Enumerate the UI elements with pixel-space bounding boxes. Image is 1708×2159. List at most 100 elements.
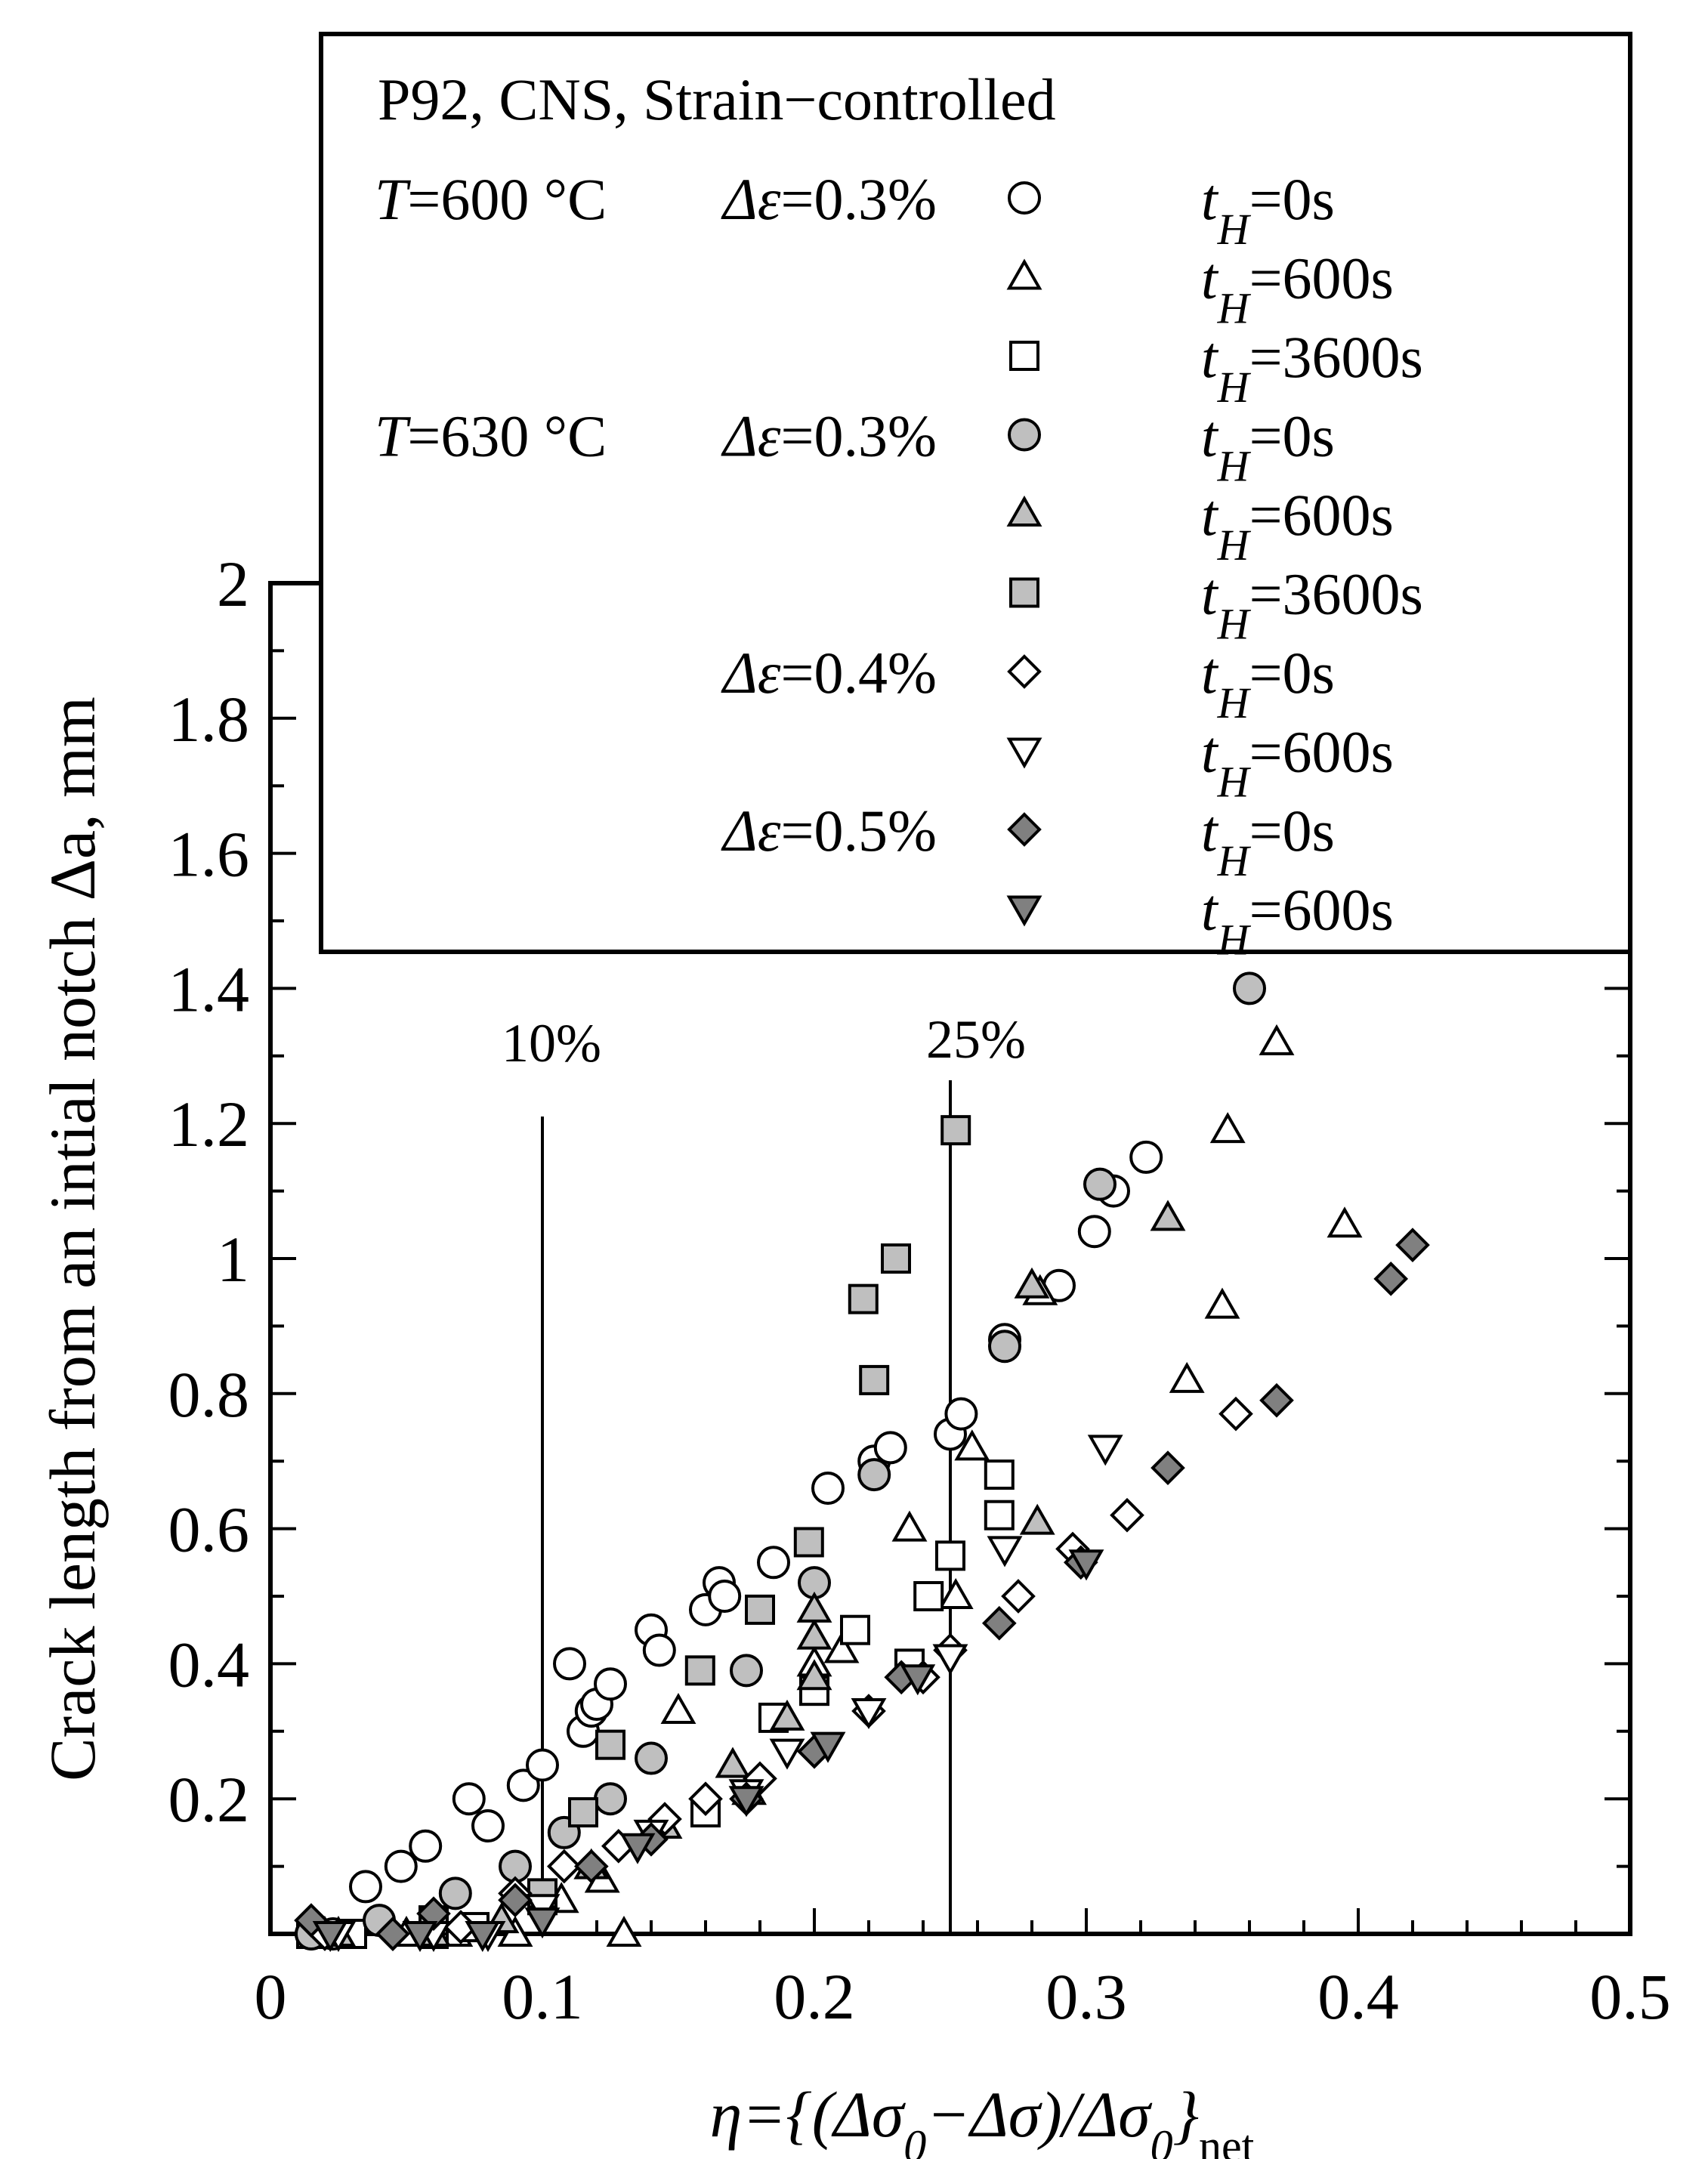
data-points — [294, 971, 1430, 1953]
data-point — [913, 1581, 944, 1611]
data-point — [506, 1768, 540, 1802]
data-point — [935, 1540, 965, 1571]
legend-temperature: T=630 °C — [375, 403, 607, 469]
data-point — [1150, 1200, 1186, 1231]
legend-hold-label: tH=0s — [1201, 640, 1335, 727]
y-tick-label: 0.4 — [168, 1628, 250, 1700]
data-point — [1204, 1287, 1240, 1319]
data-point — [594, 1667, 627, 1701]
legend-marker — [1009, 577, 1039, 608]
data-point — [1077, 1215, 1111, 1249]
vertical-line-label: 10% — [502, 1013, 601, 1073]
data-point — [769, 1699, 805, 1731]
legend-hold-label: tH=600s — [1201, 482, 1394, 570]
data-point — [728, 1786, 764, 1818]
data-point — [619, 1833, 656, 1864]
data-point — [526, 1748, 559, 1782]
y-tick-label: 1.8 — [168, 683, 250, 755]
data-point — [452, 1782, 486, 1816]
data-point — [796, 1591, 832, 1623]
data-point — [642, 1633, 676, 1667]
data-point — [745, 1594, 775, 1625]
x-tick-label: 0 — [255, 1960, 287, 2033]
data-point — [1218, 1396, 1253, 1432]
legend-strain: Δε=0.3% — [721, 166, 937, 232]
data-point — [1001, 1579, 1036, 1614]
legend-hold-label: tH=600s — [1201, 877, 1394, 965]
legend-marker — [1007, 812, 1042, 847]
x-tick-label: 0.5 — [1589, 1960, 1671, 2033]
data-point — [1233, 971, 1266, 1005]
legend-hold-label: tH=0s — [1201, 403, 1335, 491]
data-point — [409, 1829, 443, 1863]
data-point — [769, 1738, 805, 1770]
y-tick-label: 2 — [217, 548, 249, 620]
x-tick-label: 0.4 — [1317, 1960, 1399, 2033]
legend-marker — [1006, 895, 1042, 927]
data-point — [859, 1364, 890, 1395]
data-point — [987, 1536, 1023, 1568]
data-point — [1395, 1228, 1430, 1262]
data-point — [1083, 1167, 1117, 1201]
legend-marker — [1009, 341, 1039, 371]
x-tick-label: 0.2 — [774, 1960, 855, 2033]
series-3 — [295, 971, 1266, 1951]
data-point — [840, 1614, 870, 1645]
y-tick-label: 0.8 — [168, 1358, 250, 1431]
data-point — [684, 1655, 715, 1686]
data-point — [715, 1747, 751, 1778]
data-point — [568, 1797, 598, 1828]
data-point — [1259, 1382, 1294, 1418]
legend-marker — [1008, 181, 1041, 215]
axis-tick-labels: 0 0.1 0.2 0.3 0.4 0.5 0.2 0.4 0.6 0.8 1 1.2 1.4 1.6 1.… — [168, 548, 1671, 2033]
series-4 — [320, 1200, 1186, 1947]
y-tick-label: 0.6 — [168, 1493, 250, 1566]
data-point — [1014, 1267, 1050, 1299]
data-point — [796, 1659, 832, 1691]
vertical-reference-lines: 10% 25% — [502, 1009, 1026, 1934]
data-point — [1169, 1361, 1205, 1393]
data-point — [851, 1697, 887, 1730]
vertical-line-label: 25% — [926, 1009, 1026, 1070]
legend-title: P92, CNS, Strain−controlled — [378, 66, 1056, 132]
legend-strain: Δε=0.3% — [721, 403, 937, 469]
legend-temperature: T=600 °C — [375, 166, 607, 232]
data-point — [984, 1459, 1015, 1490]
data-point — [595, 1729, 625, 1760]
series-9 — [312, 1549, 1104, 1953]
data-point — [708, 1580, 742, 1613]
data-point — [498, 1883, 533, 1918]
data-point — [1019, 1503, 1055, 1535]
data-point — [937, 1577, 974, 1609]
data-point — [688, 1781, 723, 1817]
legend-marker — [1006, 258, 1042, 290]
data-point — [881, 1243, 911, 1274]
legend-strain: Δε=0.4% — [721, 640, 937, 706]
data-point — [796, 1618, 832, 1650]
data-point — [349, 1870, 382, 1904]
series-0 — [295, 1140, 1163, 1951]
x-tick-label: 0.3 — [1045, 1960, 1127, 2033]
legend-hold-label: tH=3600s — [1201, 561, 1423, 649]
data-point — [1327, 1206, 1363, 1238]
data-point — [1259, 1024, 1295, 1055]
data-point — [981, 1605, 1017, 1641]
data-point — [811, 1471, 845, 1505]
y-tick-label: 1.2 — [168, 1088, 250, 1160]
data-point — [524, 1907, 561, 1939]
data-point — [312, 1921, 348, 1953]
data-point — [848, 1283, 879, 1314]
legend-hold-label: tH=0s — [1201, 166, 1335, 254]
data-point — [793, 1527, 824, 1558]
x-tick-label: 0.1 — [502, 1960, 583, 2033]
legend-marker — [1008, 418, 1041, 452]
data-point — [660, 1692, 696, 1724]
legend-hold-label: tH=600s — [1201, 719, 1394, 807]
x-axis-title: η={(Δσ0−Δσ)/Δσ0}net — [710, 2078, 1255, 2159]
y-tick-label: 1.6 — [168, 818, 250, 891]
data-point — [1068, 1549, 1104, 1581]
data-point — [553, 1647, 586, 1681]
data-point — [471, 1808, 505, 1842]
data-point — [857, 1458, 891, 1492]
